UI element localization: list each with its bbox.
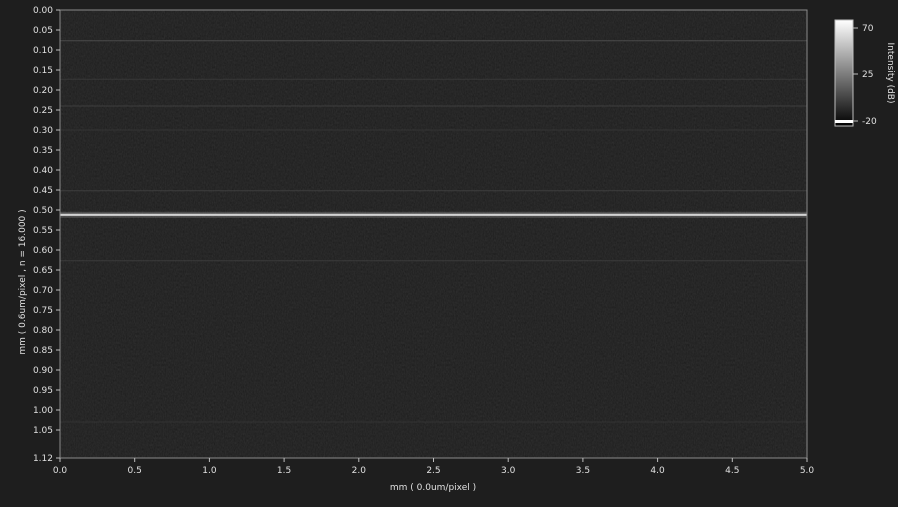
colorbar-gradient [834,19,854,127]
x-tick-label: 2.0 [352,466,367,476]
y-axis-title: mm ( 0.6um/pixel , n = 16.000 ) [18,209,28,354]
colorbar-title: Intensity (dB) [885,43,895,104]
y-tick-label: 0.20 [33,86,53,96]
x-tick-label: 3.5 [576,466,590,476]
y-tick-label: 0.55 [33,226,53,236]
colorbar-min-marker [835,120,853,123]
plot-area [59,9,808,459]
y-tick-label: 0.25 [33,106,53,116]
speckle-noise [60,10,807,458]
y-tick-label: 0.35 [33,146,53,156]
y-tick-label: 1.12 [33,454,53,464]
y-axis: 0.00 0.05 0.10 0.15 0.20 0.25 0.30 0.35 0.40 0.45… [33,6,60,464]
x-tick-label: 1.5 [277,466,291,476]
colorbar-tick-max: 70 [862,24,874,34]
y-tick-label: 0.75 [33,306,53,316]
x-tick-label: 5.0 [800,466,815,476]
y-tick-label: 0.85 [33,346,53,356]
x-tick-label: 0.0 [53,466,68,476]
y-tick-label: 0.80 [33,326,53,336]
colorbar-tick-mid: 25 [862,70,873,80]
colorbar: 70 25 -20 Intensity (dB) [834,19,895,127]
y-tick-label: 0.15 [33,66,53,76]
y-tick-label: 0.50 [33,206,53,216]
x-tick-label: 3.0 [501,466,516,476]
x-tick-label: 0.5 [128,466,142,476]
x-tick-label: 2.5 [426,466,440,476]
x-tick-label: 1.0 [202,466,217,476]
y-tick-label: 0.40 [33,166,53,176]
y-tick-label: 0.90 [33,366,53,376]
y-tick-label: 0.05 [33,26,53,36]
y-tick-label: 1.05 [33,426,53,436]
y-tick-label: 0.95 [33,386,53,396]
y-tick-label: 0.60 [33,246,53,256]
y-tick-label: 0.10 [33,46,53,56]
tissue-layers [60,40,807,423]
y-tick-label: 0.00 [33,6,53,16]
y-tick-label: 0.70 [33,286,53,296]
y-tick-label: 1.00 [33,406,53,416]
x-tick-label: 4.0 [650,466,665,476]
x-axis-title: mm ( 0.0um/pixel ) [390,483,476,493]
y-tick-label: 0.30 [33,126,53,136]
x-axis: 0.0 0.5 1.0 1.5 2.0 2.5 3.0 3.5 4.0 4.5 5.0 [53,458,815,476]
y-tick-label: 0.65 [33,266,53,276]
x-tick-label: 4.5 [725,466,739,476]
colorbar-tick-min: -20 [862,117,877,127]
y-tick-label: 0.45 [33,186,53,196]
